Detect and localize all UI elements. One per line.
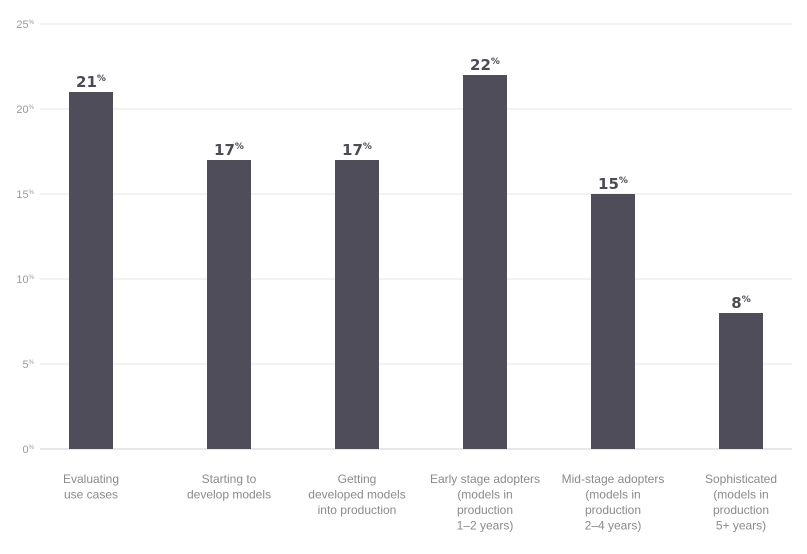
data-labels: 21%17% 17%22%15%8% (76, 56, 751, 312)
category-label-line: develop models (187, 488, 271, 502)
bar (463, 75, 507, 449)
data-label-suffix: % (363, 142, 372, 152)
category-label-line: Mid-stage adopters (562, 472, 665, 486)
x-axis: Evaluating use cases Starting to develop mo… (63, 472, 777, 533)
category-label-line: Evaluating (63, 472, 119, 486)
data-label-suffix: % (619, 176, 628, 186)
data-label: 21% (76, 73, 106, 91)
category-label-line: production (585, 503, 641, 517)
category-label-line: (models in (713, 488, 768, 502)
bar (69, 92, 113, 449)
y-tick-suffix: % (29, 105, 35, 111)
y-tick-label: 5% (23, 359, 35, 371)
y-tick-value: 15 (16, 189, 28, 201)
data-label-suffix: % (235, 142, 244, 152)
data-label-value: 17 (342, 141, 363, 159)
category-label-line: production (457, 503, 513, 517)
bar (207, 160, 251, 449)
bar (719, 313, 763, 449)
category-label-line: (models in (585, 488, 640, 502)
category-label-line: Early stage adopters (430, 472, 540, 486)
data-label: 8% (731, 294, 750, 312)
category-label: Sophisticated (models in production 5+ year… (705, 472, 777, 533)
category-label: Early stage adopters (models in production… (430, 472, 540, 533)
y-tick-suffix: % (29, 20, 35, 26)
y-tick-label: 25% (16, 19, 34, 31)
category-label-line: production (713, 503, 769, 517)
y-axis: 0%5%10%15%20%25% (16, 19, 34, 456)
category-label-line: into production (318, 503, 397, 517)
y-tick-value: 20 (16, 104, 28, 116)
data-label-value: 22 (470, 56, 491, 74)
data-label-suffix: % (742, 295, 751, 305)
y-tick-value: 0 (23, 444, 29, 456)
category-label: Getting developed models into production (308, 472, 405, 517)
bar (335, 160, 379, 449)
data-label-suffix: % (97, 74, 106, 84)
y-tick-suffix: % (29, 275, 35, 281)
y-tick-label: 10% (16, 274, 34, 286)
y-tick-label: 0% (23, 444, 35, 456)
bars (69, 75, 763, 449)
y-tick-suffix: % (29, 445, 35, 451)
data-label-suffix: % (491, 57, 500, 67)
y-tick-suffix: % (29, 190, 35, 196)
data-label: 17% (342, 141, 372, 159)
data-label-value: 8 (731, 294, 741, 312)
category-label: Starting to develop models (187, 472, 271, 502)
data-label: 17% (214, 141, 244, 159)
data-label-value: 21 (76, 73, 97, 91)
category-label-line: Getting (338, 472, 377, 486)
y-tick-suffix: % (29, 360, 35, 366)
data-label-value: 15 (598, 175, 619, 193)
category-label-line: 1–2 years) (457, 519, 514, 533)
category-label-line: Starting to (202, 472, 257, 486)
category-label-line: 5+ years) (716, 519, 766, 533)
data-label: 15% (598, 175, 628, 193)
gridlines (40, 23, 792, 450)
y-tick-label: 20% (16, 104, 34, 116)
category-label: Evaluating use cases (63, 472, 119, 502)
data-label: 22% (470, 56, 500, 74)
bar (591, 194, 635, 449)
category-label: Mid-stage adopters (models in production 2–… (562, 472, 665, 533)
y-tick-value: 5 (23, 359, 29, 371)
category-label-line: Sophisticated (705, 472, 777, 486)
y-tick-value: 10 (16, 274, 28, 286)
y-tick-label: 15% (16, 189, 34, 201)
category-label-line: developed models (308, 488, 405, 502)
category-label-line: use cases (64, 488, 118, 502)
y-tick-value: 25 (16, 19, 28, 31)
category-label-line: (models in (457, 488, 512, 502)
category-label-line: 2–4 years) (585, 519, 642, 533)
data-label-value: 17 (214, 141, 235, 159)
